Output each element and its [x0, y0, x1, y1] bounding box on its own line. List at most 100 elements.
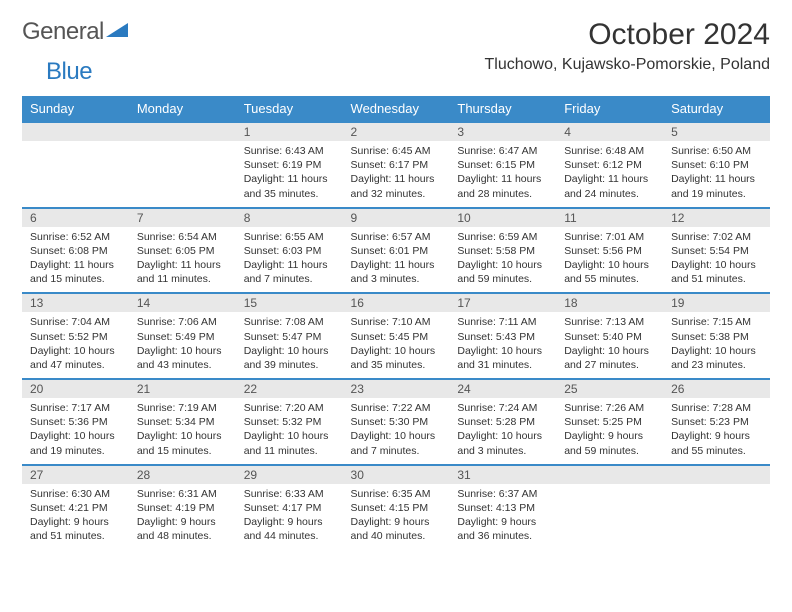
day-header: Wednesday: [343, 96, 450, 122]
day-content-cell: Sunrise: 6:52 AMSunset: 6:08 PMDaylight:…: [22, 227, 129, 294]
daylight-line: Daylight: 9 hours and 36 minutes.: [457, 515, 548, 543]
day-number-cell: 7: [129, 208, 236, 227]
sunset-line: Sunset: 5:25 PM: [564, 415, 655, 429]
sunset-line: Sunset: 5:47 PM: [244, 330, 335, 344]
day-header: Tuesday: [236, 96, 343, 122]
sunrise-line: Sunrise: 6:54 AM: [137, 230, 228, 244]
day-number-cell: 9: [343, 208, 450, 227]
day-content-cell: Sunrise: 7:11 AMSunset: 5:43 PMDaylight:…: [449, 312, 556, 379]
daylight-line: Daylight: 9 hours and 44 minutes.: [244, 515, 335, 543]
sunrise-line: Sunrise: 6:31 AM: [137, 487, 228, 501]
day-number-cell: 23: [343, 379, 450, 398]
daylight-line: Daylight: 10 hours and 7 minutes.: [351, 429, 442, 457]
sunrise-line: Sunrise: 6:50 AM: [671, 144, 762, 158]
sunrise-line: Sunrise: 6:59 AM: [457, 230, 548, 244]
week-number-row: 6789101112: [22, 208, 770, 227]
sunrise-line: Sunrise: 7:17 AM: [30, 401, 121, 415]
day-content-cell: Sunrise: 7:28 AMSunset: 5:23 PMDaylight:…: [663, 398, 770, 465]
week-content-row: Sunrise: 6:52 AMSunset: 6:08 PMDaylight:…: [22, 227, 770, 294]
day-number-cell: 2: [343, 122, 450, 141]
sunset-line: Sunset: 5:58 PM: [457, 244, 548, 258]
day-number-cell: [556, 465, 663, 484]
sunrise-line: Sunrise: 6:48 AM: [564, 144, 655, 158]
day-content-cell: Sunrise: 7:01 AMSunset: 5:56 PMDaylight:…: [556, 227, 663, 294]
week-number-row: 13141516171819: [22, 293, 770, 312]
daylight-line: Daylight: 10 hours and 35 minutes.: [351, 344, 442, 372]
week-content-row: Sunrise: 6:30 AMSunset: 4:21 PMDaylight:…: [22, 484, 770, 550]
sunset-line: Sunset: 6:17 PM: [351, 158, 442, 172]
sunrise-line: Sunrise: 7:02 AM: [671, 230, 762, 244]
day-header: Monday: [129, 96, 236, 122]
daylight-line: Daylight: 9 hours and 51 minutes.: [30, 515, 121, 543]
day-number-cell: 4: [556, 122, 663, 141]
day-content-cell: [22, 141, 129, 208]
sunset-line: Sunset: 6:19 PM: [244, 158, 335, 172]
daylight-line: Daylight: 10 hours and 43 minutes.: [137, 344, 228, 372]
day-content-cell: Sunrise: 6:30 AMSunset: 4:21 PMDaylight:…: [22, 484, 129, 550]
day-content-cell: [129, 141, 236, 208]
week-content-row: Sunrise: 6:43 AMSunset: 6:19 PMDaylight:…: [22, 141, 770, 208]
sunset-line: Sunset: 5:52 PM: [30, 330, 121, 344]
day-content-cell: Sunrise: 6:33 AMSunset: 4:17 PMDaylight:…: [236, 484, 343, 550]
sunrise-line: Sunrise: 7:08 AM: [244, 315, 335, 329]
day-number-cell: 30: [343, 465, 450, 484]
daylight-line: Daylight: 9 hours and 40 minutes.: [351, 515, 442, 543]
sunrise-line: Sunrise: 6:52 AM: [30, 230, 121, 244]
sunset-line: Sunset: 6:10 PM: [671, 158, 762, 172]
month-title: October 2024: [485, 18, 770, 52]
day-content-cell: Sunrise: 6:59 AMSunset: 5:58 PMDaylight:…: [449, 227, 556, 294]
day-number-cell: 16: [343, 293, 450, 312]
logo-triangle-icon: [106, 21, 128, 44]
daylight-line: Daylight: 10 hours and 51 minutes.: [671, 258, 762, 286]
day-header: Saturday: [663, 96, 770, 122]
sunrise-line: Sunrise: 6:35 AM: [351, 487, 442, 501]
day-number-cell: 24: [449, 379, 556, 398]
day-number-cell: 3: [449, 122, 556, 141]
day-number-cell: 22: [236, 379, 343, 398]
day-header: Friday: [556, 96, 663, 122]
day-number-cell: 21: [129, 379, 236, 398]
sunrise-line: Sunrise: 6:33 AM: [244, 487, 335, 501]
week-content-row: Sunrise: 7:17 AMSunset: 5:36 PM Daylight:…: [22, 398, 770, 465]
day-content-cell: Sunrise: 6:31 AMSunset: 4:19 PMDaylight:…: [129, 484, 236, 550]
sunset-line: Sunset: 5:36 PM: [30, 415, 121, 429]
sunset-line: Sunset: 5:45 PM: [351, 330, 442, 344]
day-number-cell: 15: [236, 293, 343, 312]
sunset-line: Sunset: 6:12 PM: [564, 158, 655, 172]
daylight-line: Daylight: 11 hours and 35 minutes.: [244, 172, 335, 200]
sunset-line: Sunset: 5:56 PM: [564, 244, 655, 258]
day-number-cell: [22, 122, 129, 141]
sunrise-line: Sunrise: 7:10 AM: [351, 315, 442, 329]
sunset-line: Sunset: 4:13 PM: [457, 501, 548, 515]
day-content-cell: Sunrise: 7:15 AMSunset: 5:38 PMDaylight:…: [663, 312, 770, 379]
sunrise-line: Sunrise: 7:01 AM: [564, 230, 655, 244]
sunrise-line: Sunrise: 6:57 AM: [351, 230, 442, 244]
day-number-cell: 19: [663, 293, 770, 312]
day-content-cell: Sunrise: 6:48 AMSunset: 6:12 PMDaylight:…: [556, 141, 663, 208]
day-number-cell: 12: [663, 208, 770, 227]
day-number-cell: 6: [22, 208, 129, 227]
sunset-line: Sunset: 6:01 PM: [351, 244, 442, 258]
sunset-line: Sunset: 6:03 PM: [244, 244, 335, 258]
sunrise-line: Sunrise: 6:47 AM: [457, 144, 548, 158]
sunset-line: Sunset: 5:34 PM: [137, 415, 228, 429]
day-number-cell: 11: [556, 208, 663, 227]
day-header-row: SundayMondayTuesdayWednesdayThursdayFrid…: [22, 96, 770, 122]
day-number-cell: 8: [236, 208, 343, 227]
day-content-cell: Sunrise: 6:37 AMSunset: 4:13 PMDaylight:…: [449, 484, 556, 550]
sunset-line: Sunset: 5:43 PM: [457, 330, 548, 344]
daylight-line: Daylight: 9 hours and 59 minutes.: [564, 429, 655, 457]
sunrise-line: Sunrise: 7:28 AM: [671, 401, 762, 415]
day-content-cell: Sunrise: 6:50 AMSunset: 6:10 PMDaylight:…: [663, 141, 770, 208]
week-number-row: 2728293031: [22, 465, 770, 484]
daylight-line: Daylight: 10 hours and 27 minutes.: [564, 344, 655, 372]
day-number-cell: 20: [22, 379, 129, 398]
sunrise-line: Sunrise: 7:22 AM: [351, 401, 442, 415]
logo-text-general: General: [22, 18, 104, 46]
day-content-cell: Sunrise: 7:22 AMSunset: 5:30 PMDaylight:…: [343, 398, 450, 465]
sunset-line: Sunset: 5:30 PM: [351, 415, 442, 429]
sunset-line: Sunset: 5:40 PM: [564, 330, 655, 344]
day-number-cell: 31: [449, 465, 556, 484]
week-number-row: 12345: [22, 122, 770, 141]
sunset-line: Sunset: 4:15 PM: [351, 501, 442, 515]
